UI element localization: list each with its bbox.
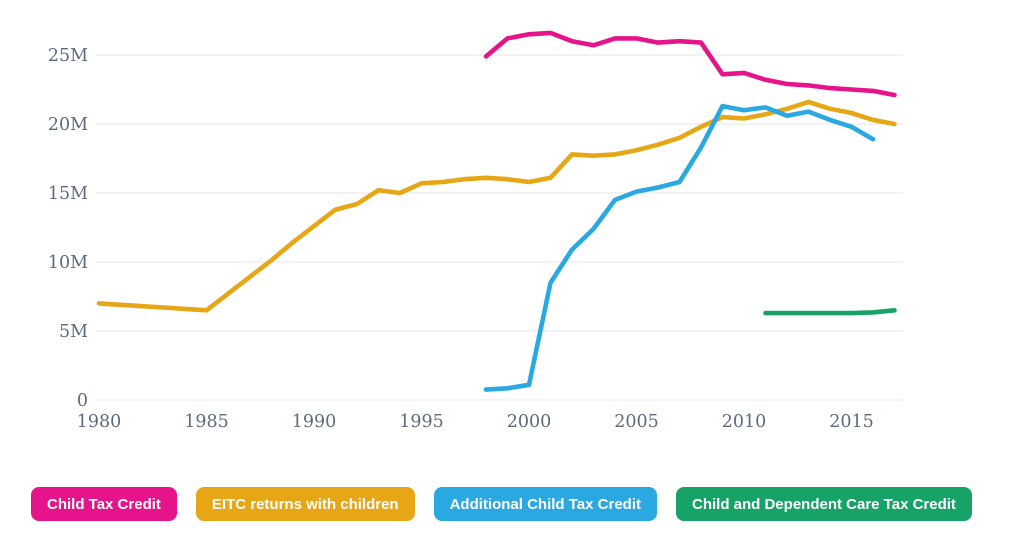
series-lines [96,30,897,392]
y-tick-label: 5M [59,322,88,342]
series-line-eitc-returns-with-children [96,99,897,313]
x-tick-label: 2015 [829,412,874,432]
x-tick-label: 2005 [614,412,659,432]
x-tick-label: 1990 [292,412,337,432]
gridlines [95,54,903,401]
y-tick-label: 0 [77,391,88,411]
y-axis-labels: 0 5M 10M 15M 20M 25M [48,46,88,411]
series-line-child-tax-credit [483,30,897,98]
y-tick-label: 15M [48,184,88,204]
x-tick-label: 1985 [184,412,229,432]
x-tick-label: 2000 [507,412,552,432]
legend-button-child-and-dependent-care-tax-credit[interactable]: Child and Dependent Care Tax Credit [675,487,972,521]
x-tick-label: 1995 [399,412,444,432]
series-line-child-and-dependent-care-tax-credit [763,307,897,316]
legend: Child Tax Credit EITC returns with child… [31,487,972,521]
x-axis-labels: 1980 1985 1990 1995 2000 2005 2010 2015 [77,412,874,432]
y-tick-label: 10M [48,253,88,273]
series-line-additional-child-tax-credit [483,103,876,392]
legend-button-eitc-returns-with-children[interactable]: EITC returns with children [195,487,415,521]
x-tick-label: 1980 [77,412,122,432]
line-chart: 0 5M 10M 15M 20M 25M 1980 1985 1990 1995 2000 2005… [48,30,903,432]
x-tick-label: 2010 [722,412,767,432]
legend-button-child-tax-credit[interactable]: Child Tax Credit [31,487,177,521]
y-tick-label: 20M [48,115,88,135]
legend-button-additional-child-tax-credit[interactable]: Additional Child Tax Credit [433,487,657,521]
y-tick-label: 25M [48,46,88,66]
